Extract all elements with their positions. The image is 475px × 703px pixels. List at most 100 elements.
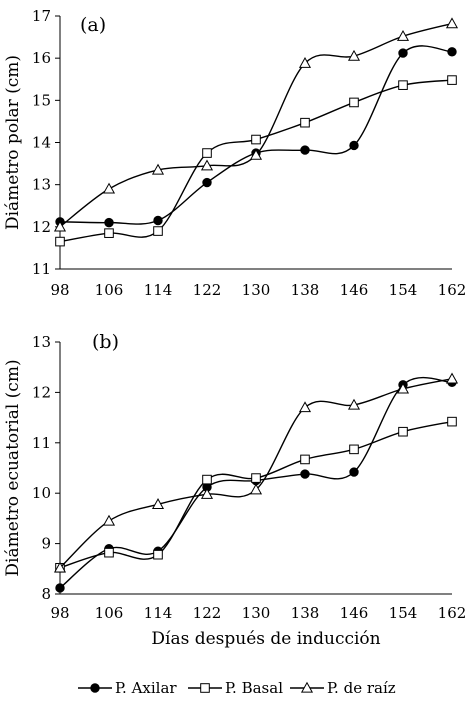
panel-a-chart: 11 12 13 14 15 16 17 98 106 114 122 130 138 146 154 162… xyxy=(3,7,466,299)
data-point xyxy=(298,56,312,68)
data-point xyxy=(300,117,310,128)
data-point xyxy=(104,228,114,238)
y-tick-label: 15 xyxy=(32,91,51,109)
data-point xyxy=(398,48,408,58)
data-point xyxy=(202,148,212,158)
x-axis-label: Días después de inducción xyxy=(151,629,380,649)
data-point xyxy=(151,163,165,175)
data-point xyxy=(251,473,261,483)
x-tick-label: 138 xyxy=(291,604,320,622)
panel-b-chart: 8 9 10 11 12 13 98 106 114 122 130 138 146 154 162 Diám… xyxy=(3,331,466,649)
x-tick-label: 130 xyxy=(242,604,271,622)
y-tick-label: 11 xyxy=(32,260,51,278)
data-point xyxy=(55,236,65,247)
data-point xyxy=(200,159,214,171)
data-point xyxy=(300,469,310,479)
legend-marker xyxy=(300,681,314,693)
x-tick-label: 98 xyxy=(50,281,69,299)
y-tick-label: 13 xyxy=(32,333,51,351)
data-point xyxy=(300,454,310,465)
legend-entry: P. Basal xyxy=(188,679,283,697)
x-tick-label: 154 xyxy=(389,604,418,622)
panel-label: (a) xyxy=(80,14,106,36)
data-point xyxy=(347,49,361,61)
x-tick-label: 138 xyxy=(291,281,320,299)
series-circle xyxy=(55,45,457,228)
data-point xyxy=(396,30,410,41)
data-point xyxy=(153,226,163,236)
data-point xyxy=(349,97,359,108)
data-point xyxy=(347,398,361,410)
y-tick-label: 10 xyxy=(32,484,51,502)
y-axis-label: Diámetro ecuatorial (cm) xyxy=(3,359,23,576)
data-point xyxy=(445,372,459,384)
x-tick-label: 106 xyxy=(95,604,124,622)
y-tick-label: 8 xyxy=(41,585,51,603)
data-point xyxy=(102,182,116,194)
series-square xyxy=(55,75,457,247)
x-tick-label: 146 xyxy=(340,281,369,299)
data-point xyxy=(53,561,67,573)
legend-label: P. Basal xyxy=(225,679,283,697)
x-tick-label: 162 xyxy=(438,281,467,299)
series-line xyxy=(59,420,453,569)
x-tick-label: 114 xyxy=(144,604,173,622)
y-tick-label: 12 xyxy=(32,383,51,401)
data-point xyxy=(445,17,459,29)
data-point xyxy=(298,401,312,413)
legend: P. Axilar P. Basal P. de raíz xyxy=(78,679,396,697)
y-tick-label: 16 xyxy=(32,49,51,67)
data-point xyxy=(249,483,263,495)
x-tick-label: 130 xyxy=(242,281,271,299)
data-point xyxy=(396,382,410,394)
data-point xyxy=(104,217,114,228)
legend-label: P. de raíz xyxy=(327,679,396,697)
data-point xyxy=(300,145,310,155)
x-tick-label: 114 xyxy=(144,281,173,299)
y-axis-label: Diámetro polar (cm) xyxy=(3,55,23,230)
data-point xyxy=(102,514,116,526)
data-point xyxy=(398,426,408,437)
data-point xyxy=(151,498,165,509)
legend-label: P. Axilar xyxy=(115,679,177,697)
legend-entry: P. Axilar xyxy=(78,679,177,697)
x-tick-label: 146 xyxy=(340,604,369,622)
series-line xyxy=(59,79,453,243)
data-point xyxy=(202,474,212,485)
data-point xyxy=(153,215,163,226)
data-point xyxy=(447,416,457,427)
x-tick-label: 122 xyxy=(193,281,222,299)
legend-marker xyxy=(200,683,210,693)
data-point xyxy=(53,220,67,232)
series-triangle xyxy=(53,17,459,232)
data-point xyxy=(447,47,457,57)
y-tick-label: 9 xyxy=(41,535,51,553)
x-tick-label: 98 xyxy=(50,604,69,622)
data-point xyxy=(447,75,457,85)
data-point xyxy=(200,487,214,499)
data-point xyxy=(349,467,359,477)
y-tick-label: 12 xyxy=(32,218,51,236)
y-tick-label: 13 xyxy=(32,176,51,194)
y-tick-label: 11 xyxy=(32,434,51,452)
legend-entry: P. de raíz xyxy=(290,679,396,697)
data-point xyxy=(55,583,65,593)
x-tick-label: 122 xyxy=(193,604,222,622)
x-tick-label: 162 xyxy=(438,604,467,622)
data-point xyxy=(251,134,261,145)
data-point xyxy=(153,549,163,560)
series-square xyxy=(55,416,457,573)
data-point xyxy=(202,177,212,188)
legend-marker xyxy=(90,683,100,693)
data-point xyxy=(349,140,359,151)
y-tick-label: 14 xyxy=(32,134,51,152)
x-tick-label: 106 xyxy=(95,281,124,299)
x-tick-label: 154 xyxy=(389,281,418,299)
series-triangle xyxy=(53,372,459,573)
data-point xyxy=(249,148,263,160)
data-point xyxy=(349,444,359,455)
series-line xyxy=(59,22,453,228)
data-point xyxy=(104,547,114,558)
panel-label: (b) xyxy=(92,331,119,353)
